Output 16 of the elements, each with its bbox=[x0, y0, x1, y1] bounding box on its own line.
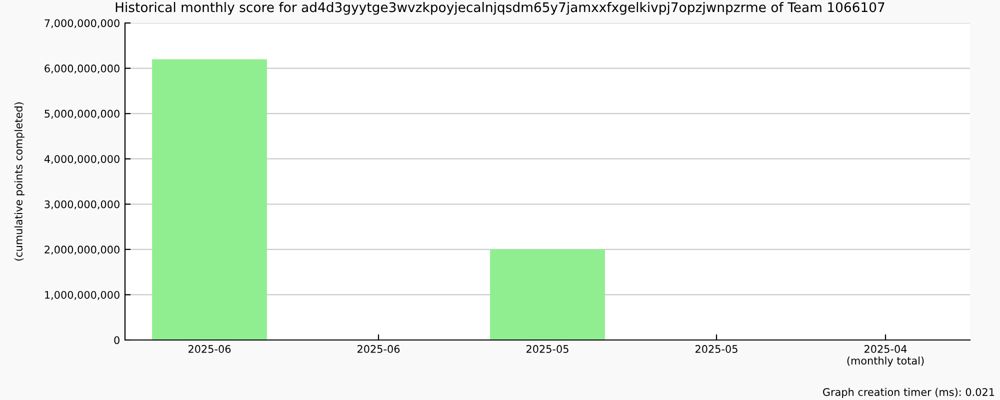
y-tick-label: 6,000,000,000 bbox=[44, 64, 120, 74]
text: Graph creation timer (ms): 0.021 bbox=[823, 388, 994, 398]
x-tick-label: 2025-05 bbox=[696, 345, 738, 353]
chart-title: Historical monthly score for ad4d3gyytge3wvzkpoyjecalnjqsdm65y7jamxxfxgelkivpj7opzjwnpzrme of Team 1066107 bbox=[116, 2, 884, 15]
y-tick-label: 7,000,000,000 bbox=[44, 19, 120, 28]
y-tick-label: 3,000,000,000 bbox=[44, 200, 120, 210]
x-tick-label: 2025-06 bbox=[358, 345, 400, 353]
y-tick-label: 0 bbox=[114, 336, 120, 344]
x-tick-label: 2025-04 (monthly total) bbox=[847, 345, 924, 367]
y-axis-title: (cumulative points completed) bbox=[14, 102, 24, 261]
y-tick-label: 4,000,000,000 bbox=[44, 155, 120, 164]
y-tick-label: 1,000,000,000 bbox=[45, 290, 120, 300]
y-tick-label: 5,000,000,000 bbox=[44, 110, 120, 119]
x-tick-label: 2025-06 bbox=[188, 345, 231, 353]
y-tick-label: 2,000,000,000 bbox=[44, 246, 120, 255]
x-tick-label: 2025-05 bbox=[526, 345, 568, 353]
